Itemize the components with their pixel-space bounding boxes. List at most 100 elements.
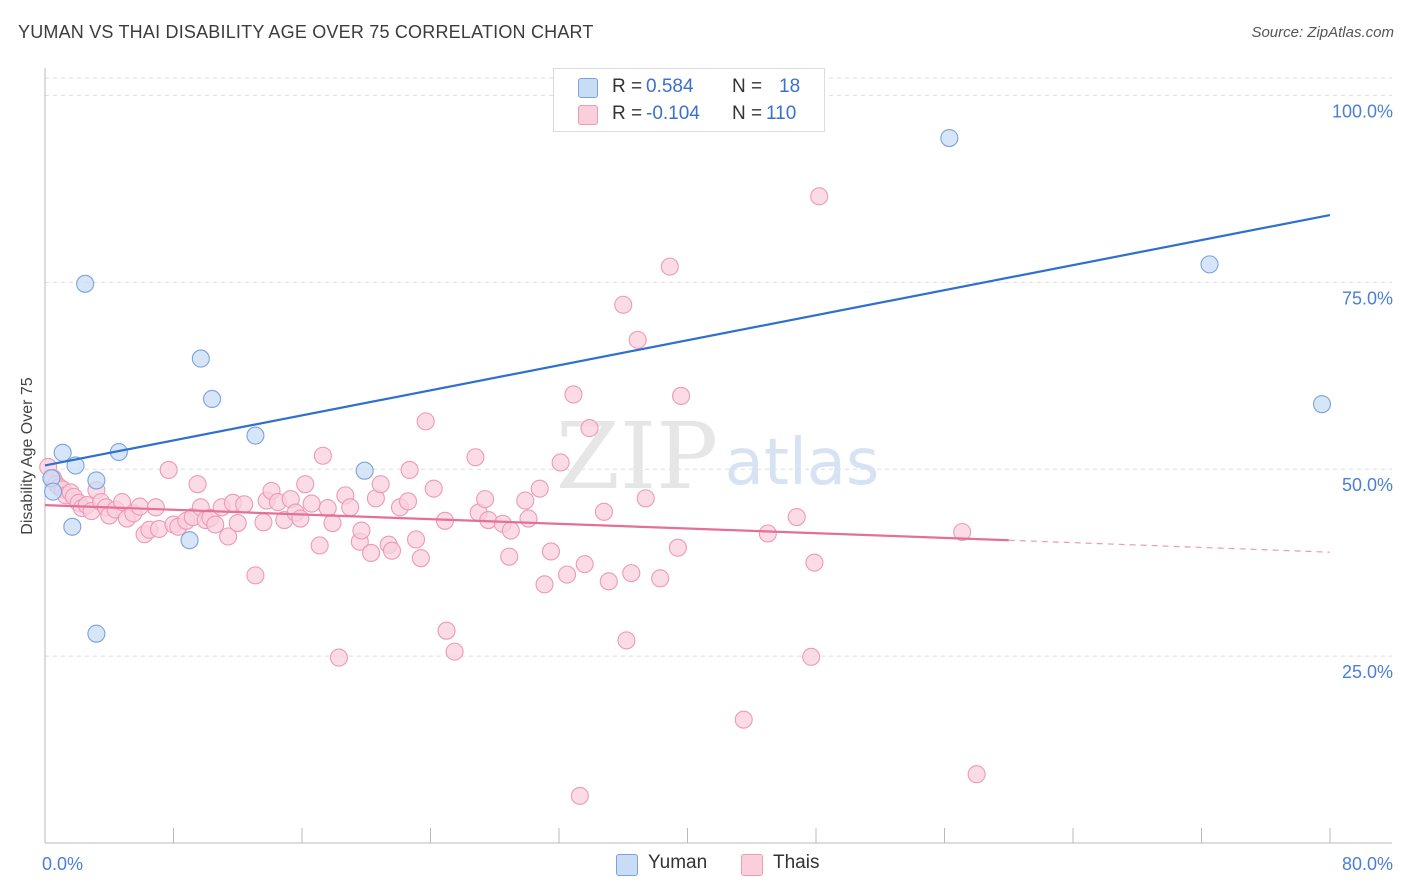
thai-point (291, 509, 310, 528)
r-label: R = (612, 103, 643, 124)
series-legend: Yuman Thais (0, 852, 1406, 878)
thai-point (519, 509, 538, 528)
thai-point (235, 495, 254, 514)
n-value: 18 (779, 76, 801, 97)
r-label: R = (612, 76, 643, 97)
thai-point (541, 542, 561, 561)
thai-point (296, 475, 315, 494)
thai-point (535, 575, 554, 594)
r-value: -0.104 (646, 103, 700, 124)
x-tick-label: 0.0% (42, 854, 83, 874)
thai-point (967, 765, 986, 784)
n-value: 110 (766, 103, 797, 124)
yuman-label: Yuman (648, 852, 708, 873)
yuman-trend-line (44, 213, 1331, 467)
yuman-point (1200, 255, 1219, 274)
thais-swatch (578, 105, 598, 125)
thai-point (310, 536, 329, 555)
thai-point (501, 521, 520, 540)
thai-point (564, 385, 583, 404)
watermark-atlas: atlas (725, 426, 880, 500)
thai-point (219, 527, 238, 546)
thai-point (557, 565, 577, 584)
thai-point (411, 549, 430, 568)
thais-swatch (741, 854, 763, 876)
r-value: 0.584 (646, 76, 694, 97)
thai-point (570, 786, 589, 805)
source-credit: Source: ZipAtlas.com (1251, 24, 1394, 41)
thai-point (445, 642, 464, 661)
stats-legend: R = 0.584 N = 18 R = -0.104 N = 110 (553, 68, 825, 132)
thai-point (614, 295, 633, 314)
yuman-point (63, 517, 82, 536)
yuman-swatch (616, 854, 638, 876)
yuman-point (940, 128, 959, 148)
thai-point (805, 553, 824, 572)
thai-point (594, 502, 614, 521)
thai-point (246, 566, 265, 585)
yuman-point (203, 389, 222, 408)
thai-point (416, 412, 435, 431)
n-label: N = (732, 76, 763, 97)
thai-point (953, 522, 972, 542)
legend-row-yuman: R = 0.584 N = 18 (554, 76, 824, 100)
yuman-point (246, 426, 265, 445)
thai-point (636, 489, 655, 508)
thai-trend-line (44, 503, 1009, 542)
thai-point (318, 499, 337, 518)
thai-point (188, 475, 207, 494)
y-tick-label: 50.0% (1342, 475, 1393, 495)
thai-point (651, 569, 670, 588)
thai-point (580, 419, 599, 438)
thai-point (599, 572, 618, 591)
yuman-point (87, 624, 106, 643)
thai-point (362, 543, 381, 562)
y-tick-label: 25.0% (1342, 662, 1393, 682)
thai-point (466, 448, 485, 467)
thai-point (617, 631, 636, 650)
thai-point (500, 547, 519, 566)
thai-point (734, 710, 753, 729)
thai-point (398, 492, 418, 511)
thai-point (313, 446, 332, 465)
thai-point (758, 524, 777, 543)
yuman-swatch (578, 78, 598, 98)
yuman-point (191, 349, 210, 368)
thai-point (341, 498, 360, 517)
thai-point (672, 386, 691, 406)
yuman-point (43, 482, 63, 501)
thai-point (382, 541, 402, 560)
thai-point (113, 493, 132, 512)
thai-point (130, 497, 149, 516)
thai-point (329, 648, 348, 667)
thai-point (228, 513, 247, 533)
thai-point (146, 498, 165, 517)
thai-point (254, 513, 273, 532)
thai-point (371, 475, 390, 494)
thai-point (575, 555, 594, 574)
thai-point (810, 187, 829, 206)
thai-point (323, 513, 342, 533)
thai-point (516, 491, 535, 510)
thai-point (400, 460, 419, 480)
y-tick-label: 75.0% (1342, 288, 1393, 308)
thai-point (628, 330, 647, 349)
thai-point (406, 530, 426, 549)
thai-point (660, 257, 679, 276)
thai-point (437, 621, 456, 640)
yuman-point (1312, 395, 1332, 414)
thai-point (302, 494, 321, 513)
thai-point (787, 508, 806, 527)
chart-title: YUMAN VS THAI DISABILITY AGE OVER 75 COR… (18, 22, 594, 42)
thai-point (622, 564, 641, 583)
thai-point (206, 515, 225, 534)
thai-point (551, 453, 570, 472)
thai-point (352, 521, 371, 540)
yuman-point (76, 274, 95, 293)
thai-point (476, 490, 495, 509)
watermark-zip: ZIP (556, 403, 718, 510)
thai-point (802, 647, 821, 666)
yuman-point (180, 531, 199, 550)
n-label: N = (732, 103, 763, 124)
